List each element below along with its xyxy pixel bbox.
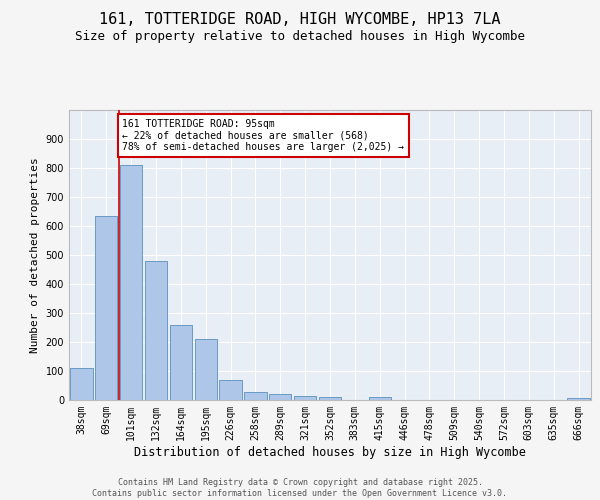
Bar [220, 380, 242, 400]
Bar [95, 216, 118, 400]
Bar [368, 398, 391, 400]
Bar [294, 396, 316, 400]
Bar [170, 326, 192, 400]
Text: Contains HM Land Registry data © Crown copyright and database right 2025.
Contai: Contains HM Land Registry data © Crown c… [92, 478, 508, 498]
Text: 161, TOTTERIDGE ROAD, HIGH WYCOMBE, HP13 7LA: 161, TOTTERIDGE ROAD, HIGH WYCOMBE, HP13… [99, 12, 501, 28]
Text: 161 TOTTERIDGE ROAD: 95sqm
← 22% of detached houses are smaller (568)
78% of sem: 161 TOTTERIDGE ROAD: 95sqm ← 22% of deta… [122, 118, 404, 152]
Bar [194, 338, 217, 400]
Text: Size of property relative to detached houses in High Wycombe: Size of property relative to detached ho… [75, 30, 525, 43]
Bar [319, 397, 341, 400]
Bar [269, 394, 292, 400]
Bar [244, 392, 266, 400]
Y-axis label: Number of detached properties: Number of detached properties [30, 157, 40, 353]
X-axis label: Distribution of detached houses by size in High Wycombe: Distribution of detached houses by size … [134, 446, 526, 458]
Bar [145, 261, 167, 400]
Bar [70, 368, 92, 400]
Bar [568, 398, 590, 400]
Bar [120, 165, 142, 400]
